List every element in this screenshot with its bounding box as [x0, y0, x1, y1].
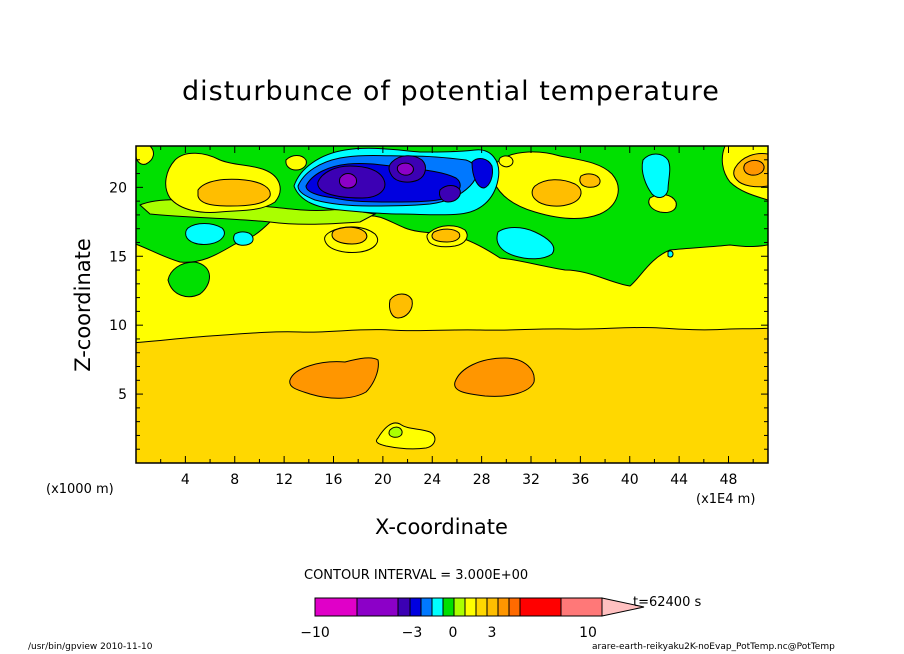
colorbar-segment — [475, 597, 488, 617]
colorbar-segment — [519, 597, 562, 617]
colorbar-segment — [442, 597, 455, 617]
colorbar-segment — [409, 597, 422, 617]
colorbar-segment — [431, 597, 444, 617]
colorbar-label: 0 — [449, 625, 458, 641]
x-tick-label: 16 — [325, 472, 343, 488]
colorbar-segment — [497, 597, 510, 617]
green-lobe — [167, 261, 210, 298]
x-unit-note: (x1000 m) — [46, 482, 114, 497]
blob — [185, 223, 225, 245]
x-tick-label: 20 — [374, 472, 392, 488]
time-label: t=62400 s — [633, 595, 702, 610]
x-axis-title: X-coordinate — [375, 515, 508, 539]
blob — [496, 227, 555, 260]
colorbar-segment — [508, 597, 521, 617]
x-tick-label: 48 — [720, 472, 738, 488]
blob — [531, 179, 582, 207]
colorbar-segment — [397, 597, 411, 617]
blob — [431, 228, 461, 243]
footer-right: arare-earth-reikyaku2K-noEvap_PotTemp.nc… — [592, 642, 835, 652]
colorbar-segment — [453, 597, 466, 617]
colorbar-segment — [560, 597, 603, 617]
blob — [471, 158, 493, 189]
colorbar-segment — [486, 597, 499, 617]
blob — [641, 153, 671, 198]
x-tick-label: 44 — [670, 472, 688, 488]
x-tick-label: 40 — [621, 472, 639, 488]
blob — [285, 155, 307, 171]
blob — [388, 426, 403, 438]
x-tick-label: 8 — [230, 472, 239, 488]
y-tick-label: 5 — [118, 387, 127, 403]
colorbar-label: −3 — [402, 625, 423, 641]
y-axis: 5 10 15 20 — [109, 159, 768, 450]
x-scale-note: (x1E4 m) — [696, 492, 756, 507]
colorbar: −10 −3 0 3 10 — [300, 597, 645, 641]
colorbar-label: 10 — [579, 625, 597, 641]
y-tick-label: 15 — [109, 249, 127, 265]
blob — [579, 173, 601, 188]
x-tick-label: 36 — [571, 472, 589, 488]
x-tick-label: 32 — [522, 472, 540, 488]
y-axis-title: Z-coordinate — [71, 238, 95, 372]
colorbar-label: 3 — [488, 625, 497, 641]
contour-interval: CONTOUR INTERVAL = 3.000E+00 — [304, 568, 529, 583]
colorbar-segment — [356, 597, 399, 617]
colorbar-segment — [420, 597, 433, 617]
colorbar-arrow — [601, 597, 645, 617]
contour-field — [136, 146, 768, 463]
x-tick-label: 28 — [473, 472, 491, 488]
cold-core-purple — [396, 162, 414, 176]
blob — [331, 226, 368, 245]
y-tick-label: 10 — [109, 318, 127, 334]
y-tick-label: 20 — [109, 180, 127, 196]
x-tick-label: 4 — [181, 472, 190, 488]
blob — [498, 155, 514, 168]
cold-core-purple — [339, 173, 357, 189]
x-tick-label: 12 — [275, 472, 293, 488]
x-tick-label: 24 — [423, 472, 441, 488]
cold-core-navy — [439, 185, 461, 203]
blob — [233, 231, 254, 246]
colorbar-segment — [314, 597, 358, 617]
blob — [454, 357, 535, 397]
colorbar-label: −10 — [300, 625, 330, 641]
x-axis: 4 8 12 16 20 24 28 32 36 40 44 48 — [160, 146, 754, 488]
chart-title: disturbunce of potential temperature — [182, 76, 720, 107]
blob — [289, 357, 379, 399]
footer-left: /usr/bin/gpview 2010-11-10 — [28, 642, 153, 652]
blob — [197, 178, 271, 207]
plot-frame — [135, 145, 769, 464]
blob — [743, 159, 765, 176]
colorbar-segment — [464, 597, 477, 617]
blob — [667, 250, 674, 258]
blob — [389, 293, 413, 319]
